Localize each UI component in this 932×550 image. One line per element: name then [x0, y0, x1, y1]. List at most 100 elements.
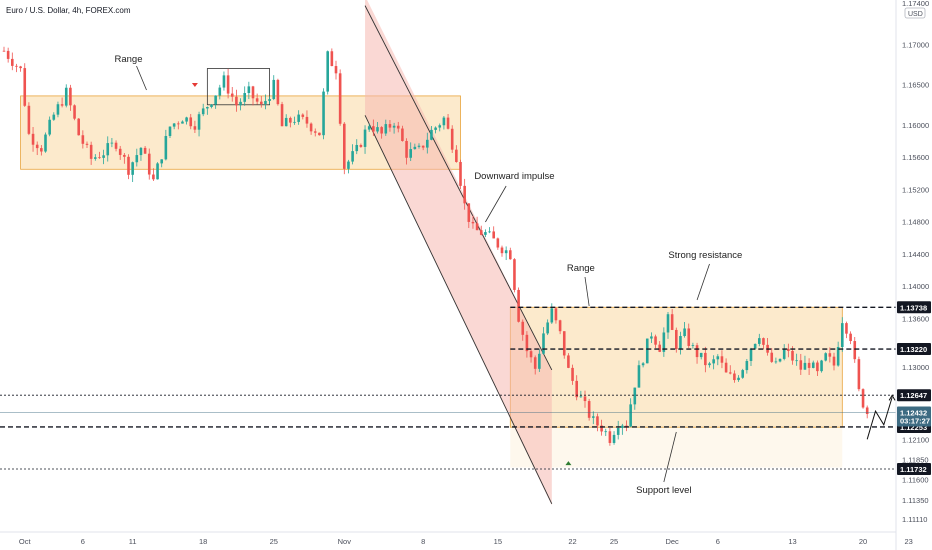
candle-body — [69, 87, 72, 106]
chart-symbol-title: Euro / U.S. Dollar, 4h, FOREX.com — [6, 6, 131, 15]
candle-body — [413, 146, 417, 150]
candle-body — [222, 75, 226, 88]
price-tick-label: 1.11110 — [902, 515, 927, 524]
candle-body — [334, 66, 338, 74]
price-tick-label: 1.14800 — [902, 218, 929, 227]
price-tick-label: 1.15600 — [902, 153, 929, 162]
candle-body — [782, 348, 786, 359]
candle-body — [392, 125, 396, 128]
candle-body — [293, 121, 296, 123]
candle-body — [712, 359, 715, 364]
candle-body — [210, 104, 213, 108]
projection-arrow-icon — [888, 394, 896, 401]
price-tick-label: 1.14400 — [902, 250, 929, 259]
candle-body — [811, 362, 815, 368]
annotation-arrow — [696, 263, 710, 301]
price-tick-label: 1.14000 — [902, 282, 929, 291]
candle-body — [641, 363, 645, 366]
candle-body — [218, 87, 222, 96]
candle-body — [762, 338, 765, 345]
candle-body — [529, 351, 533, 358]
level-tag-label: 1.12253 — [900, 423, 927, 432]
candle-body — [463, 185, 466, 204]
candle-body — [733, 373, 736, 381]
candle-body — [160, 159, 163, 164]
candle-body — [330, 51, 334, 67]
candle-body — [861, 389, 865, 408]
candle-body — [583, 396, 587, 402]
candle-body — [695, 345, 699, 358]
time-tick-label: 6 — [81, 537, 85, 546]
level-tag-label: 1.11732 — [900, 465, 927, 474]
price-tick-label: 1.16000 — [902, 121, 929, 130]
candle-body — [177, 123, 180, 125]
annotation-downward-impulse: Downward impulse — [474, 171, 554, 182]
candle-body — [226, 75, 230, 94]
time-tick-label: 20 — [859, 537, 867, 546]
candle-body — [347, 161, 350, 169]
candle-body — [533, 357, 537, 369]
time-tick-label: 8 — [421, 537, 425, 546]
candle-body — [608, 431, 612, 443]
candle-body — [268, 99, 271, 101]
candle-body — [749, 348, 753, 361]
candle-body — [525, 334, 529, 352]
candle-body — [521, 321, 525, 335]
candle-body — [11, 58, 14, 66]
candle-body — [401, 128, 404, 141]
candle-body — [500, 247, 504, 254]
candle-body — [832, 356, 836, 366]
candle-body — [351, 151, 354, 162]
candle-body — [73, 105, 76, 119]
levels-layer: 1.13738 1.13220 1.12647 1.12253 1.11732 1.124… — [0, 301, 931, 475]
downward-channel — [365, 0, 552, 506]
candle-body — [446, 117, 450, 129]
candle-body — [139, 147, 143, 156]
price-axis[interactable]: 1.17400 USD 1.17000 1.16500 1.16000 1.15600… — [895, 0, 929, 550]
candle-body — [737, 377, 740, 381]
time-tick-label: 25 — [610, 537, 618, 546]
candle-body — [604, 431, 608, 433]
candle-body — [504, 250, 508, 254]
candle-body — [455, 149, 458, 162]
candle-body — [193, 126, 197, 130]
candle-body — [89, 144, 93, 159]
candle-body — [363, 129, 367, 147]
candle-body — [110, 142, 114, 144]
candle-body — [658, 344, 661, 352]
candle-body — [679, 336, 682, 349]
candle-body — [23, 68, 27, 106]
candle-body — [338, 73, 342, 124]
candle-body — [492, 231, 495, 239]
time-tick-label: 6 — [716, 537, 720, 546]
candle-body — [650, 336, 653, 339]
candle-body — [201, 108, 205, 115]
time-tick-label: Dec — [665, 537, 679, 546]
candle-body — [662, 332, 666, 352]
candle-body — [255, 98, 259, 102]
candle-body — [48, 119, 51, 135]
candle-body — [803, 362, 807, 370]
candle-body — [542, 333, 545, 354]
annotation-range-1: Range — [115, 54, 143, 65]
candle-body — [853, 341, 857, 360]
candle-body — [6, 50, 10, 59]
candle-body — [64, 87, 68, 106]
candle-body — [824, 353, 827, 361]
candle-body — [19, 66, 22, 69]
candle-body — [396, 125, 400, 129]
candle-body — [550, 308, 554, 323]
candle-body — [770, 352, 774, 362]
buy-marker-icon — [565, 461, 572, 466]
candle-body — [15, 65, 18, 67]
candle-body — [301, 114, 305, 117]
candle-body — [243, 93, 246, 102]
candle-body — [720, 356, 724, 363]
currency-badge — [904, 7, 926, 19]
axis-top-value: 1.17400 — [902, 0, 929, 8]
time-tick-label: 25 — [270, 537, 278, 546]
candle-body — [247, 86, 251, 94]
candle-body — [152, 174, 155, 180]
time-axis[interactable]: Oct 6 11 18 25 Nov 8 15 22 25 Dec 6 13 20 23 — [0, 531, 913, 546]
